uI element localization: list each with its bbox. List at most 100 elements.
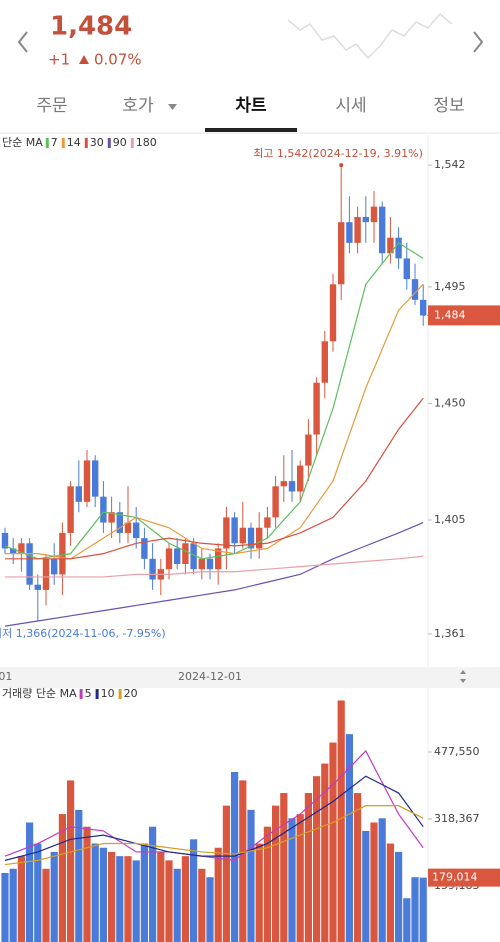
volume-bar — [173, 868, 181, 942]
candle-body — [297, 465, 304, 492]
high-marker — [339, 163, 344, 168]
ma-line — [4, 805, 424, 866]
legend-swatch — [107, 138, 111, 148]
prev-button[interactable] — [17, 31, 28, 53]
current-price-tag — [428, 305, 500, 326]
legend-swatch — [118, 689, 122, 699]
volume-bar — [17, 856, 25, 942]
high-annotation: 최고 1,542(2024-12-19, 3.91%) — [253, 147, 423, 160]
candle-body — [51, 558, 58, 575]
volume-bar — [157, 851, 165, 942]
candle-body — [141, 538, 148, 559]
legend-label: 180 — [136, 136, 157, 149]
legend-label: 30 — [90, 136, 104, 149]
volume-bar — [362, 830, 370, 942]
volume-bar — [313, 776, 321, 942]
volume-bar — [222, 805, 230, 942]
volume-bar — [190, 839, 198, 942]
volume-bar — [263, 826, 271, 942]
candle-body — [362, 216, 369, 223]
y-tick-label: 1,450 — [434, 396, 466, 409]
candle-body — [354, 216, 361, 243]
tab-bar: 주문 호가 차트 시세 정보 — [36, 96, 464, 116]
volume-bar — [124, 856, 132, 942]
candle-body — [321, 341, 328, 383]
volume-bar — [378, 818, 386, 942]
legend-swatch — [95, 689, 99, 699]
candle-body — [174, 548, 181, 564]
volume-bar — [231, 771, 239, 942]
volume-bar — [411, 877, 419, 942]
candle-body — [116, 512, 123, 533]
volume-bar — [345, 734, 353, 942]
volume-bar — [288, 818, 296, 942]
volume-bar — [247, 809, 255, 942]
candle-body — [264, 517, 271, 528]
tab[interactable]: 시세 — [335, 96, 366, 116]
candle-body — [215, 548, 222, 570]
volume-bar — [116, 856, 124, 942]
legend-swatch — [84, 138, 88, 148]
volume-bar — [108, 851, 116, 942]
candle-body — [34, 584, 41, 590]
volume-bar — [198, 868, 206, 942]
price: 1,484 — [50, 12, 132, 42]
volume-bar — [181, 856, 189, 942]
candle-body — [411, 279, 419, 300]
candle-body — [395, 237, 402, 259]
candle-body — [59, 532, 66, 575]
candle-body — [280, 481, 287, 487]
tab[interactable]: 주문 — [36, 96, 67, 116]
candle-body — [165, 548, 173, 570]
volume-bar — [354, 793, 362, 942]
legend-swatch — [61, 138, 65, 148]
legend-label: 20 — [124, 687, 138, 700]
candle-body — [67, 486, 74, 533]
volume-bar — [9, 868, 17, 942]
volume-bar — [34, 843, 42, 942]
legend-title: 거래량 단순 MA — [2, 687, 77, 700]
y-tick-label: 477,550 — [434, 745, 480, 758]
ma-line — [4, 749, 424, 861]
x-axis-band — [0, 667, 500, 688]
volume-bar — [329, 742, 337, 942]
candle-body — [1, 532, 9, 549]
legend-label: 7 — [51, 136, 58, 149]
candle-body — [83, 460, 91, 502]
next-button[interactable] — [473, 31, 484, 53]
ma-line — [4, 775, 424, 861]
tab[interactable]: 호가 — [122, 96, 154, 116]
candle-body — [288, 481, 296, 492]
tab[interactable]: 차트 — [235, 96, 267, 116]
candle-body — [100, 496, 107, 523]
sparkline — [287, 12, 453, 60]
volume-bar — [419, 877, 427, 942]
candle-body — [190, 543, 197, 570]
volume-bar — [140, 843, 148, 942]
volume-bar — [42, 868, 50, 942]
tab[interactable]: 정보 — [433, 96, 464, 116]
resize-handle[interactable] — [460, 670, 466, 683]
candle-body — [305, 434, 312, 466]
candle-body — [247, 527, 255, 549]
candle-body — [108, 512, 115, 523]
ma-line — [5, 555, 424, 578]
legend-swatch — [130, 138, 134, 148]
candle-body — [198, 558, 205, 570]
candle-body — [272, 486, 279, 518]
volume-bar — [91, 843, 99, 942]
y-tick-label: 1,495 — [434, 280, 466, 293]
candle-body — [387, 237, 394, 254]
candle-body — [18, 543, 25, 554]
volume-bar — [386, 843, 394, 942]
volume-bar — [132, 860, 140, 942]
candle-body — [379, 206, 386, 254]
candle-body — [329, 284, 337, 342]
ma-line — [4, 522, 424, 627]
candle-body — [231, 517, 238, 544]
volume-bar — [26, 822, 34, 942]
volume-bar — [149, 826, 157, 942]
